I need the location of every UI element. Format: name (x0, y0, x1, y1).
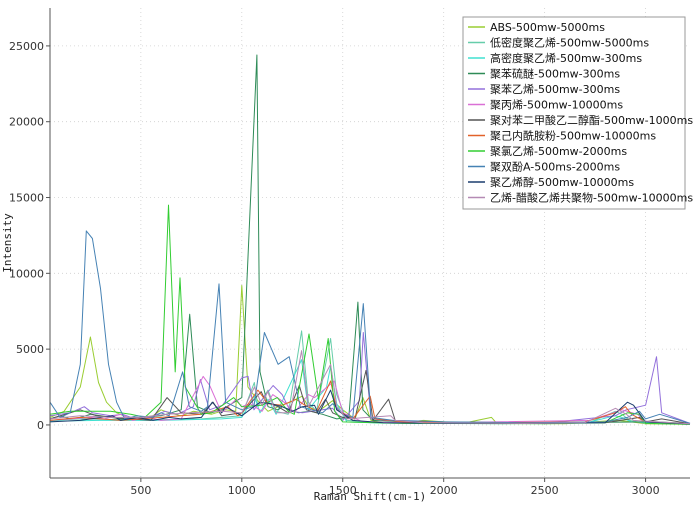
y-tick-label: 0 (37, 419, 44, 432)
y-tick-label: 5000 (16, 343, 44, 356)
y-tick-label: 25000 (9, 40, 44, 53)
series-line-12 (49, 350, 691, 425)
legend-entry: 聚氯乙烯-500mw-2000ms (490, 144, 627, 158)
y-tick-label: 20000 (9, 116, 44, 129)
legend-entry: 高密度聚乙烯-500mw-300ms (490, 51, 642, 65)
series-line-10 (49, 230, 691, 424)
legend-entry: 聚苯硫醚-500mw-300ms (490, 67, 620, 81)
y-axis-title: Intensity (1, 213, 14, 273)
x-axis-title: Raman Shift(cm-1) (314, 490, 427, 503)
legend-entry: 聚双酚A-500ms-2000ms (490, 160, 620, 174)
y-tick-label: 15000 (9, 192, 44, 205)
x-tick-label: 500 (130, 484, 151, 497)
series-line-3 (49, 359, 691, 425)
legend-entry: 聚乙烯醇-500mw-10000ms (490, 175, 634, 189)
legend-entry: 低密度聚乙烯-500mw-5000ms (490, 36, 649, 50)
legend-entry: 聚己内酰胺粉-500mw-10000ms (490, 129, 656, 143)
series-layer (49, 54, 691, 425)
x-tick-label: 2000 (430, 484, 458, 497)
x-tick-label: 3000 (632, 484, 660, 497)
legend-entry: ABS-500mw-5000ms (490, 21, 605, 34)
x-tick-label: 2500 (531, 484, 559, 497)
x-tick-label: 1500 (329, 484, 357, 497)
legend-entry: 聚对苯二甲酸乙二醇酯-500mw-1000ms (490, 113, 693, 127)
legend-entry: 聚丙烯-500mw-10000ms (490, 99, 623, 112)
legend: ABS-500mw-5000ms 低密度聚乙烯-500mw-5000ms高密度聚乙… (462, 16, 693, 210)
legend-box (462, 16, 686, 210)
legend-entry: 聚苯乙烯-500mw-300ms (490, 82, 620, 96)
x-tick-label: 1000 (228, 484, 256, 497)
legend-entry: 乙烯-醋酸乙烯共聚物-500mw-10000ms (490, 191, 693, 205)
y-tick-label: 10000 (9, 267, 44, 280)
axes-layer: 500 1000 1500 2000 2500 3000 0 5000 10000 15000 20… (1, 8, 690, 503)
